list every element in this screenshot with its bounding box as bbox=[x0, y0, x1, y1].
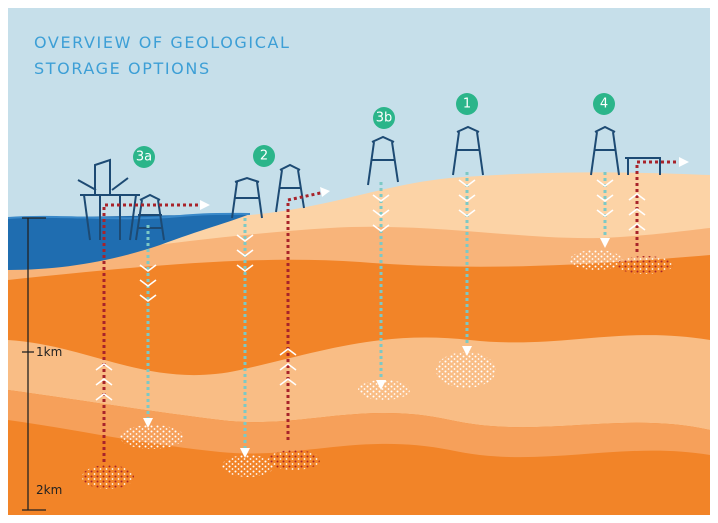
co2-storage bbox=[570, 250, 622, 270]
marker: 4 bbox=[593, 93, 615, 115]
title-line: OVERVIEW OF GEOLOGICAL bbox=[34, 33, 291, 52]
co2-storage bbox=[82, 465, 134, 489]
scale-label: 1km bbox=[36, 345, 62, 359]
co2-storage bbox=[436, 352, 496, 388]
marker: 3a bbox=[133, 146, 155, 168]
marker: 2 bbox=[253, 145, 275, 167]
co2-storage bbox=[268, 450, 320, 470]
co2-storage bbox=[120, 425, 184, 449]
marker: 1 bbox=[456, 93, 478, 115]
co2-storage bbox=[617, 256, 673, 274]
marker-label: 2 bbox=[260, 149, 268, 164]
marker-label: 3b bbox=[376, 111, 393, 126]
scale-label: 2km bbox=[36, 483, 62, 497]
title-line: STORAGE OPTIONS bbox=[34, 59, 211, 78]
marker-label: 4 bbox=[600, 97, 608, 112]
marker-label: 3a bbox=[136, 150, 152, 165]
co2-storage bbox=[222, 455, 274, 477]
diagram: OVERVIEW OF GEOLOGICAL STORAGE OPTIONS 3… bbox=[0, 0, 718, 523]
marker-label: 1 bbox=[463, 97, 471, 112]
marker: 3b bbox=[373, 107, 395, 129]
